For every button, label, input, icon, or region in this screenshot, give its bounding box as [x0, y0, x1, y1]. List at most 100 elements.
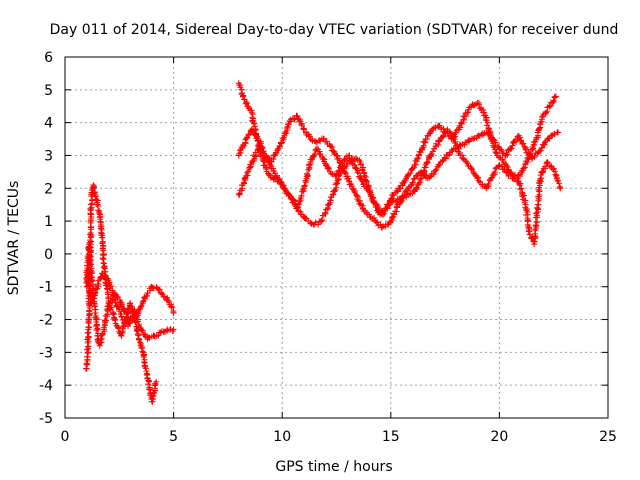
trace-marker: [319, 216, 326, 223]
trace-marker: [374, 219, 381, 226]
trace-marker: [485, 181, 492, 188]
trace-marker: [409, 179, 416, 186]
trace-marker: [127, 302, 134, 309]
trace-marker: [350, 186, 357, 193]
trace-marker: [244, 169, 251, 176]
y-axis-label: SDTVAR / TECUs: [6, 181, 22, 296]
trace-marker: [528, 146, 535, 153]
data-point: [318, 218, 325, 225]
trace-marker: [84, 353, 91, 360]
trace-marker: [112, 299, 119, 306]
trace-marker: [342, 170, 349, 177]
trace-marker: [478, 131, 485, 138]
trace-marker: [542, 163, 549, 170]
trace-marker: [531, 238, 538, 245]
trace-marker: [380, 211, 387, 218]
trace-marker: [135, 332, 142, 339]
trace-marker: [316, 150, 323, 157]
data-series: [82, 80, 564, 405]
trace-marker: [303, 170, 310, 177]
trace-marker: [85, 283, 92, 290]
trace-marker: [484, 119, 491, 126]
trace-marker: [536, 125, 543, 132]
trace-marker: [243, 135, 250, 142]
trace-marker: [295, 201, 302, 208]
trace-marker: [427, 173, 434, 180]
trace-marker: [432, 124, 439, 131]
trace-marker: [534, 201, 541, 208]
trace-marker: [533, 222, 540, 229]
trace-marker: [86, 287, 93, 294]
trace-marker: [388, 218, 395, 225]
trace-marker: [519, 193, 526, 200]
trace-marker: [507, 171, 514, 178]
trace-marker: [381, 210, 388, 217]
trace-marker: [283, 129, 290, 136]
trace-marker: [328, 194, 335, 201]
trace-marker: [331, 148, 338, 155]
y-tick-label: -4: [39, 378, 53, 394]
trace-marker: [320, 135, 327, 142]
trace-marker: [483, 122, 490, 129]
trace-marker: [384, 205, 391, 212]
trace-marker: [538, 144, 545, 151]
trace-marker: [168, 304, 175, 311]
trace-marker: [158, 290, 165, 297]
data-point: [424, 159, 431, 166]
trace-marker: [107, 283, 114, 290]
y-tick-label: -5: [39, 411, 53, 427]
trace-marker: [488, 175, 495, 182]
data-point: [552, 93, 559, 100]
trace-marker: [141, 359, 148, 366]
trace-marker: [526, 231, 533, 238]
trace-marker: [136, 306, 143, 313]
trace-marker: [88, 298, 95, 305]
trace-marker: [531, 152, 538, 159]
trace-marker: [305, 132, 312, 139]
trace-marker: [126, 320, 133, 327]
y-tick-label: 0: [44, 247, 53, 263]
trace-marker: [447, 129, 454, 136]
trace-marker: [537, 147, 544, 154]
trace-marker: [119, 304, 126, 311]
data-point: [366, 188, 373, 195]
trace-marker: [145, 381, 152, 388]
trace-marker: [87, 205, 94, 212]
y-tick-label: 1: [44, 214, 53, 230]
trace-marker: [428, 150, 435, 157]
data-point: [294, 113, 301, 120]
trace-marker: [107, 283, 114, 290]
trace-marker: [454, 142, 461, 149]
y-tick-label: 5: [44, 83, 53, 99]
trace-marker: [284, 125, 291, 132]
x-axis-label: GPS time / hours: [275, 459, 392, 475]
trace-marker: [461, 116, 468, 123]
trace-marker: [310, 152, 317, 159]
trace-marker: [261, 152, 268, 159]
trace-marker: [439, 158, 446, 165]
trace-marker: [95, 207, 102, 214]
trace-marker: [345, 175, 352, 182]
trace-marker: [118, 314, 125, 321]
trace-marker: [345, 178, 352, 185]
trace-marker: [261, 158, 268, 165]
trace-marker: [497, 146, 504, 153]
trace-marker: [139, 327, 146, 334]
trace-marker: [86, 282, 93, 289]
trace-marker: [423, 136, 430, 143]
data-point: [470, 136, 477, 143]
trace-marker: [250, 118, 257, 125]
trace-marker: [400, 180, 407, 187]
trace-marker: [357, 160, 364, 167]
trace-marker: [99, 255, 106, 262]
trace-marker: [417, 176, 424, 183]
trace-marker: [407, 170, 414, 177]
trace-marker: [492, 139, 499, 146]
trace-marker: [373, 201, 380, 208]
trace-marker: [111, 317, 118, 324]
trace-marker: [375, 207, 382, 214]
trace-marker: [90, 185, 97, 192]
trace-marker: [540, 168, 547, 175]
